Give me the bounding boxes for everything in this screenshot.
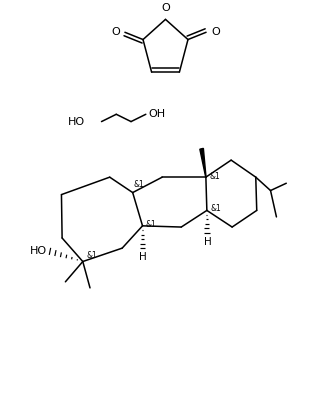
- Text: O: O: [111, 27, 120, 37]
- Text: O: O: [161, 3, 170, 13]
- Text: &1: &1: [134, 180, 144, 188]
- Text: O: O: [211, 27, 220, 37]
- Text: &1: &1: [146, 220, 157, 229]
- Text: HO: HO: [68, 116, 85, 127]
- Polygon shape: [200, 148, 206, 177]
- Text: &1: &1: [86, 251, 97, 259]
- Text: OH: OH: [148, 109, 166, 119]
- Text: &1: &1: [210, 204, 221, 213]
- Text: HO: HO: [30, 247, 47, 256]
- Text: H: H: [139, 252, 147, 262]
- Text: H: H: [204, 237, 212, 247]
- Text: &1: &1: [209, 172, 220, 181]
